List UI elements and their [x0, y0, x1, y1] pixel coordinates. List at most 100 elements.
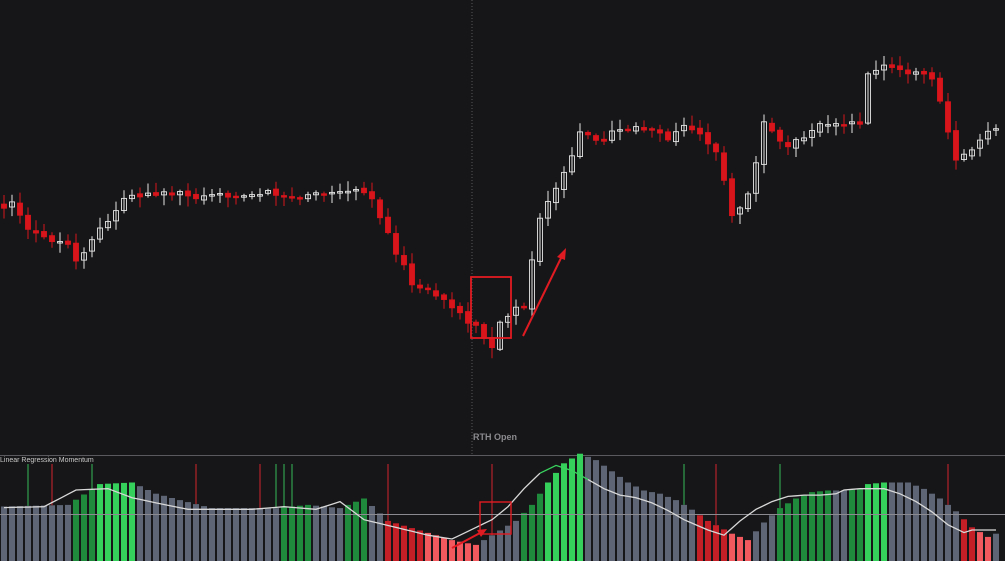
down-candle — [297, 197, 303, 200]
down-candle — [153, 192, 159, 196]
up-candle — [177, 191, 183, 196]
up-candle — [633, 126, 639, 132]
momentum-bar — [329, 507, 335, 561]
down-candle — [729, 178, 735, 217]
down-candle — [657, 129, 663, 134]
up-candle — [737, 207, 743, 215]
down-candle — [705, 132, 711, 145]
momentum-bar — [345, 504, 351, 561]
up-candle — [209, 194, 215, 197]
momentum-bar — [513, 520, 519, 561]
momentum-bar — [665, 496, 671, 561]
down-candle — [481, 324, 487, 339]
down-candle — [465, 311, 471, 324]
up-candle — [249, 194, 255, 198]
momentum-bar — [265, 508, 271, 561]
momentum-bar — [409, 528, 415, 561]
momentum-bar — [289, 506, 295, 561]
up-candle — [681, 124, 687, 132]
momentum-bar — [377, 513, 383, 561]
down-candle — [649, 128, 655, 131]
momentum-bar — [985, 536, 991, 561]
momentum-bar — [209, 508, 215, 561]
momentum-bar — [777, 508, 783, 561]
down-candle — [601, 138, 607, 142]
up-candle — [305, 194, 311, 200]
down-candle — [473, 321, 479, 326]
momentum-bar — [185, 502, 191, 561]
down-candle — [377, 199, 383, 219]
momentum-bar — [113, 483, 119, 561]
down-candle — [489, 337, 495, 349]
momentum-bar — [505, 525, 511, 561]
momentum-bar — [809, 492, 815, 561]
momentum-bar — [873, 483, 879, 561]
momentum-bar — [929, 493, 935, 561]
down-candle — [449, 299, 455, 309]
up-candle — [129, 194, 135, 200]
momentum-bar — [625, 482, 631, 561]
up-candle — [353, 189, 359, 192]
down-candle — [1, 203, 7, 209]
momentum-bar — [161, 495, 167, 561]
momentum-bar — [561, 463, 567, 561]
momentum-histogram — [1, 453, 999, 561]
down-candle — [361, 187, 367, 194]
momentum-bar — [657, 493, 663, 561]
up-candle — [81, 252, 87, 261]
up-candle — [545, 201, 551, 219]
momentum-bar — [89, 489, 95, 561]
momentum-bar — [569, 458, 575, 561]
up-candle — [241, 195, 247, 198]
down-candle — [385, 216, 391, 234]
down-candle — [41, 231, 47, 238]
momentum-bar — [545, 482, 551, 561]
up-candle — [617, 129, 623, 132]
up-candle — [561, 171, 567, 190]
down-candle — [697, 127, 703, 135]
momentum-highlight-box — [479, 501, 512, 535]
momentum-up-arrow — [451, 532, 481, 549]
up-candle — [201, 195, 207, 201]
down-candle — [841, 124, 847, 127]
down-candle — [393, 233, 399, 255]
momentum-bar — [241, 508, 247, 561]
momentum-bar — [705, 520, 711, 561]
up-candle — [985, 130, 991, 140]
up-candle — [817, 123, 823, 133]
momentum-bar — [369, 506, 375, 561]
up-candle — [329, 191, 335, 195]
up-candle — [89, 239, 95, 252]
down-candle — [777, 129, 783, 142]
up-candle — [961, 153, 967, 160]
momentum-bar — [417, 530, 423, 561]
up-candle — [993, 128, 999, 131]
down-candle — [521, 305, 527, 309]
momentum-bar — [97, 484, 103, 561]
down-candle — [417, 284, 423, 289]
down-candle — [321, 193, 327, 196]
momentum-bar — [73, 499, 79, 561]
momentum-bar — [737, 536, 743, 561]
up-candle — [977, 139, 983, 149]
momentum-bar — [593, 460, 599, 561]
down-candle — [721, 152, 727, 181]
momentum-bar — [41, 505, 47, 561]
down-candle — [65, 240, 71, 245]
session-marker-label: RTH Open — [473, 432, 517, 442]
momentum-bar — [305, 504, 311, 561]
up-candle — [537, 217, 543, 262]
momentum-bar — [609, 471, 615, 561]
momentum-bar — [385, 520, 391, 561]
down-candle — [689, 125, 695, 131]
momentum-line-segment — [539, 464, 589, 481]
down-candle — [17, 202, 23, 216]
down-candle — [665, 131, 671, 141]
down-candle — [225, 192, 231, 198]
momentum-bar — [17, 506, 23, 561]
momentum-bar — [649, 492, 655, 561]
up-candle — [553, 187, 559, 204]
momentum-bar — [881, 482, 887, 561]
momentum-bar — [81, 494, 87, 561]
momentum-bar — [249, 508, 255, 561]
